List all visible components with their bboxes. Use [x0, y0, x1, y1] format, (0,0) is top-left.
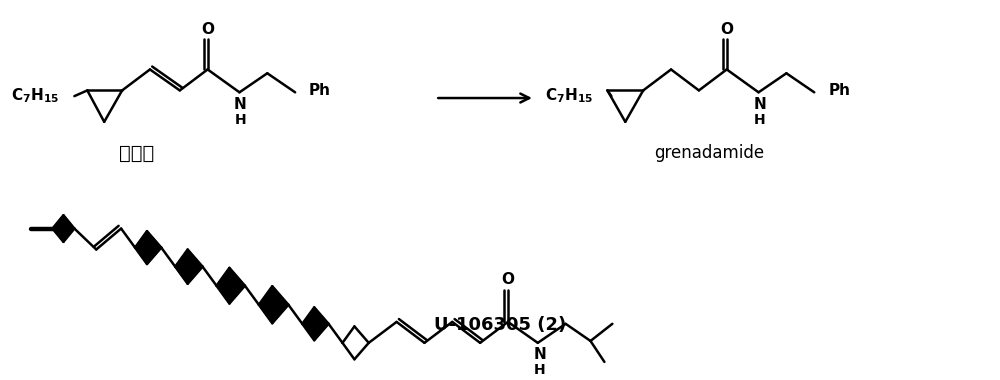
Text: Ph: Ph	[309, 83, 331, 98]
Polygon shape	[259, 286, 288, 305]
Polygon shape	[175, 267, 203, 284]
Text: N: N	[753, 97, 766, 112]
Polygon shape	[216, 268, 245, 286]
Text: O: O	[201, 22, 214, 37]
Text: 中间体: 中间体	[119, 144, 155, 163]
Polygon shape	[259, 305, 288, 323]
Text: H: H	[754, 113, 765, 127]
Polygon shape	[135, 248, 161, 264]
Text: O: O	[501, 272, 514, 288]
Text: $\mathbf{C_7H_{15}}$: $\mathbf{C_7H_{15}}$	[11, 87, 59, 106]
Text: N: N	[533, 347, 546, 362]
Polygon shape	[216, 286, 245, 304]
Text: H: H	[235, 113, 246, 127]
Text: $\mathbf{C_7H_{15}}$: $\mathbf{C_7H_{15}}$	[545, 87, 593, 106]
Text: H: H	[534, 363, 546, 377]
Polygon shape	[53, 215, 74, 228]
Text: grenadamide: grenadamide	[654, 144, 764, 162]
Text: N: N	[234, 97, 247, 112]
Polygon shape	[302, 307, 329, 324]
Text: O: O	[720, 22, 733, 37]
Text: Ph: Ph	[828, 83, 850, 98]
Text: U-106305 (2): U-106305 (2)	[434, 316, 566, 334]
Polygon shape	[135, 231, 161, 248]
Polygon shape	[175, 250, 203, 267]
Polygon shape	[302, 324, 329, 340]
Polygon shape	[53, 228, 74, 242]
